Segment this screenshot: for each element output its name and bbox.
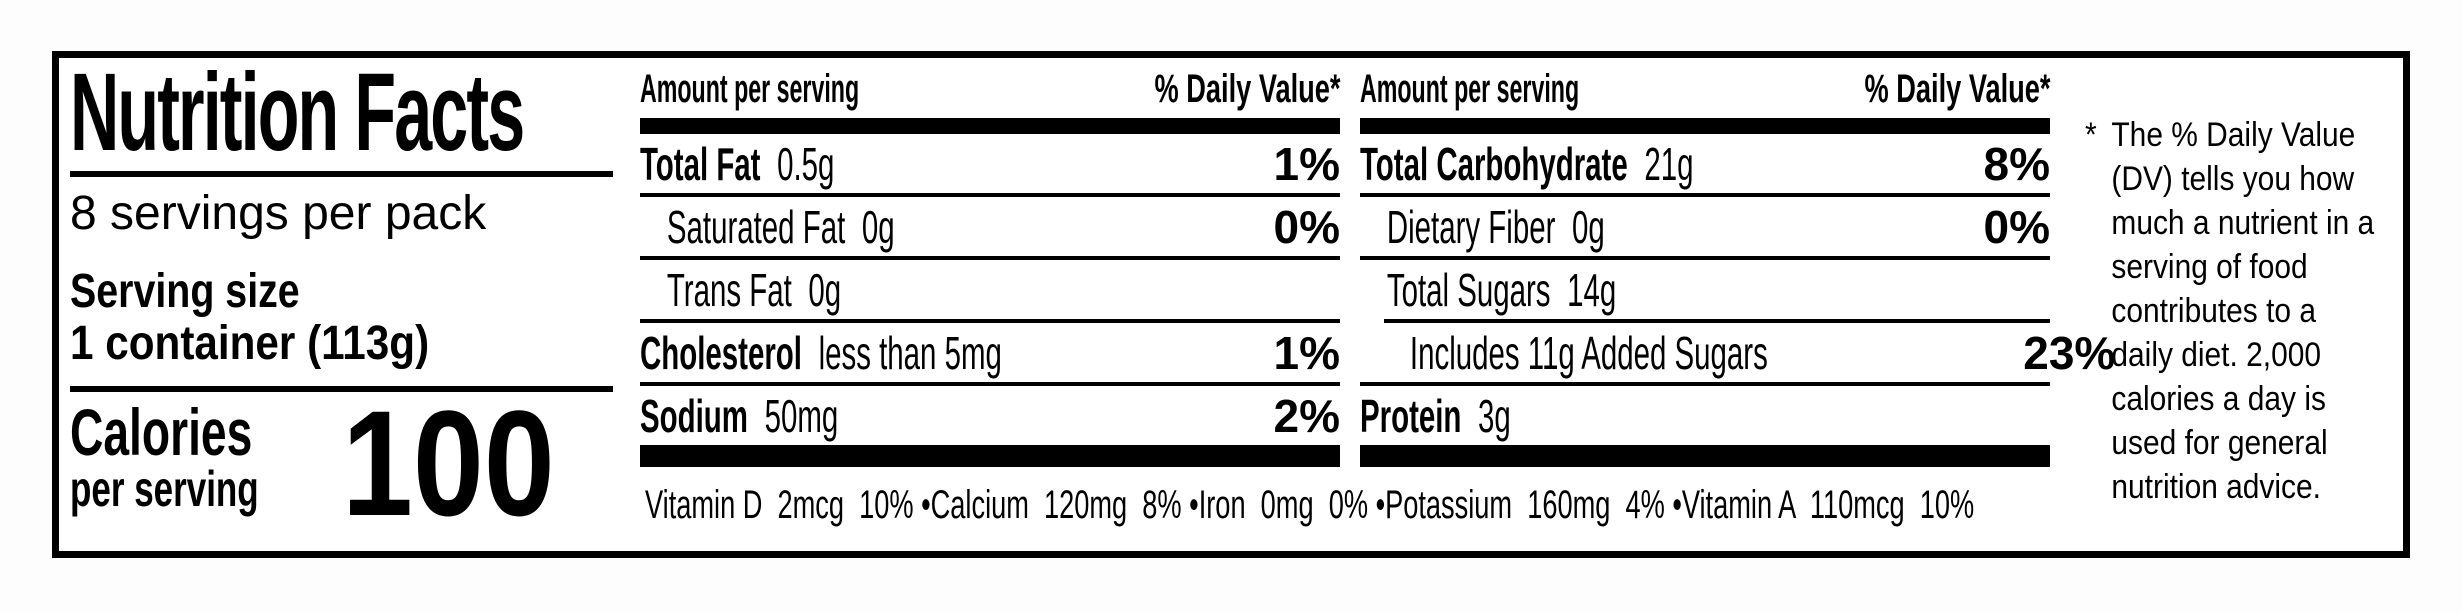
- row-divider: [640, 319, 1340, 323]
- daily-value-heading: % Daily Value*: [1864, 67, 2050, 111]
- row-total-fat: Total Fat 0.5g 1%: [640, 134, 1340, 193]
- row-cholesterol: Cholesterol less than 5mg 1%: [640, 323, 1340, 382]
- amount-per-serving-heading: Amount per serving: [1360, 67, 1580, 111]
- calories-value: 100: [342, 379, 555, 547]
- nutrient-name: Total Carbohydrate: [1360, 137, 1628, 190]
- label-title: Nutrition Facts: [70, 51, 525, 174]
- per-serving-word: per serving: [70, 461, 259, 517]
- nutrient-name: Saturated Fat: [666, 200, 846, 253]
- servings-per-container: 8 servings per pack: [70, 187, 487, 240]
- title-divider: [70, 171, 613, 177]
- serving-size-label: Serving size: [70, 265, 300, 318]
- nutrition-facts-panel: Nutrition Facts 8 servings per pack Serv…: [52, 51, 2410, 558]
- nutrient-dv: 1%: [1273, 326, 1340, 379]
- nutrient-name: Sodium: [640, 389, 748, 442]
- nutrient-column-2: Amount per serving % Daily Value* Total …: [1360, 58, 2115, 467]
- row-saturated-fat: Saturated Fat 0g 0%: [640, 197, 1340, 256]
- footnote-text: The % Daily Value (DV) tells you how muc…: [2111, 116, 2375, 506]
- nutrient-dv: 23%: [2023, 326, 2116, 379]
- row-trans-fat: Trans Fat 0g: [640, 260, 1340, 319]
- row-protein: Protein 3g: [1360, 386, 2050, 445]
- nutrient-dv: 1%: [1273, 137, 1340, 190]
- identity-section: Nutrition Facts 8 servings per pack Serv…: [70, 58, 648, 551]
- nutrient-dv: 2%: [1273, 389, 1340, 442]
- row-added-sugars: Includes 11g Added Sugars 23%: [1360, 323, 2115, 382]
- nutrient-name: Protein: [1360, 389, 1462, 442]
- calories-divider: [70, 386, 613, 392]
- row-divider: [1360, 382, 2050, 386]
- nutrient-name: Trans Fat: [666, 263, 792, 316]
- micronutrients-line: Vitamin D 2mcg 10% •Calcium 120mg 8% •Ir…: [645, 483, 1975, 527]
- nutrient-name: Cholesterol: [640, 326, 802, 379]
- nutrient-column-1: Amount per serving % Daily Value* Total …: [640, 58, 1340, 467]
- nutrient-name: Dietary Fiber: [1386, 200, 1556, 253]
- column-header: Amount per serving % Daily Value*: [1360, 58, 2050, 116]
- nutrient-name: Total Fat: [640, 137, 761, 190]
- nutrient-name: Total Sugars: [1386, 263, 1551, 316]
- nutrient-dv: 0%: [1273, 200, 1340, 253]
- row-divider-indented: [1384, 319, 2050, 323]
- nutrient-amount: 21g: [1644, 137, 1694, 190]
- row-sodium: Sodium 50mg 2%: [640, 386, 1340, 445]
- header-bar: [1360, 118, 2050, 134]
- nutrient-amount: 0.5g: [777, 137, 835, 190]
- nutrient-dv: 0%: [1983, 200, 2050, 253]
- column-header: Amount per serving % Daily Value*: [640, 58, 1340, 116]
- nutrient-amount: 0g: [1572, 200, 1605, 253]
- row-divider: [640, 193, 1340, 197]
- column-end-bar: [1360, 445, 2050, 467]
- nutrient-amount: less than 5mg: [818, 326, 1002, 379]
- header-bar: [640, 118, 1340, 134]
- daily-value-heading: % Daily Value*: [1154, 67, 1340, 111]
- amount-per-serving-heading: Amount per serving: [640, 67, 860, 111]
- footnote-asterisk: *: [2085, 116, 2097, 154]
- nutrient-amount: 3g: [1478, 389, 1511, 442]
- row-divider: [1360, 256, 2050, 260]
- row-dietary-fiber: Dietary Fiber 0g 0%: [1360, 197, 2050, 256]
- daily-value-footnote: * The % Daily Value (DV) tells you how m…: [2085, 113, 2405, 509]
- row-divider: [1360, 193, 2050, 197]
- row-total-carbohydrate: Total Carbohydrate 21g 8%: [1360, 134, 2050, 193]
- nutrient-amount: 0g: [861, 200, 895, 253]
- nutrient-amount: 0g: [808, 263, 842, 316]
- nutrient-amount: 14g: [1567, 263, 1617, 316]
- serving-size-value: 1 container (113g): [70, 317, 430, 370]
- nutrient-dv: 8%: [1983, 137, 2050, 190]
- row-total-sugars: Total Sugars 14g: [1360, 260, 2050, 319]
- nutrient-name: Includes 11g Added Sugars: [1409, 326, 1768, 379]
- row-divider: [640, 256, 1340, 260]
- row-divider: [640, 382, 1340, 386]
- calories-word: Calories: [70, 395, 253, 469]
- calories-label: Calories per serving: [70, 395, 340, 517]
- nutrient-amount: 50mg: [764, 389, 839, 442]
- column-end-bar: [640, 445, 1340, 467]
